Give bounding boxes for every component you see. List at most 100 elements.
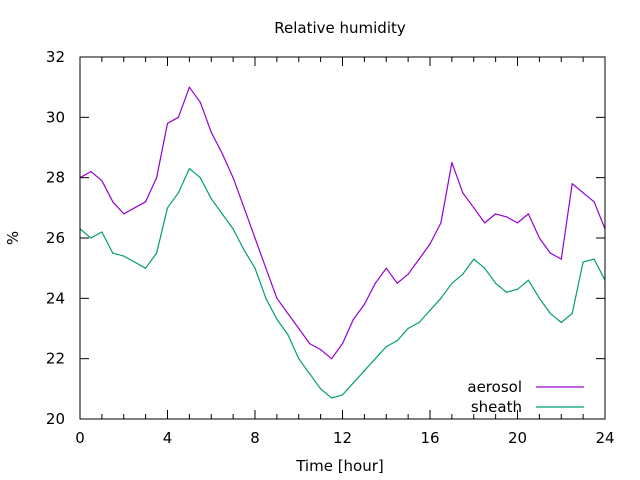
data-point-sheath (571, 312, 573, 314)
data-point-aerosol (407, 273, 409, 275)
data-point-aerosol (429, 243, 431, 245)
chart-title: Relative humidity (274, 19, 406, 37)
series-line-aerosol (79, 86, 606, 360)
x-tick-label: 24 (595, 429, 614, 447)
data-point-sheath (232, 228, 234, 230)
data-point-sheath (462, 273, 464, 275)
data-point-aerosol (101, 180, 103, 182)
x-tick-label: 12 (333, 429, 352, 447)
data-point-sheath (123, 255, 125, 257)
data-point-aerosol (309, 343, 311, 345)
data-point-sheath (549, 312, 551, 314)
data-point-sheath (210, 198, 212, 200)
data-point-sheath (582, 261, 584, 263)
data-point-sheath (341, 394, 344, 396)
data-point-aerosol (243, 207, 245, 209)
data-point-sheath (374, 358, 376, 360)
data-point-aerosol (418, 258, 420, 260)
data-point-aerosol (177, 116, 179, 118)
data-point-sheath (331, 397, 333, 399)
data-point-sheath (243, 249, 245, 251)
data-point-sheath (177, 192, 179, 194)
legend-label-aerosol: aerosol (467, 378, 522, 396)
data-point-aerosol (363, 303, 365, 305)
data-point-aerosol (549, 252, 551, 254)
data-point-sheath (429, 309, 431, 311)
data-point-sheath (254, 267, 256, 269)
data-point-sheath (166, 207, 169, 209)
data-point-sheath (495, 282, 497, 284)
data-point-aerosol (123, 213, 125, 215)
data-point-sheath (221, 213, 223, 215)
data-point-aerosol (374, 282, 376, 284)
x-tick-label: 8 (250, 429, 260, 447)
data-point-sheath (506, 291, 508, 293)
x-tick-label: 20 (508, 429, 527, 447)
data-point-aerosol (352, 318, 354, 320)
y-tick-label: 24 (46, 289, 65, 307)
data-point-aerosol (287, 312, 289, 314)
data-point-aerosol (506, 216, 508, 218)
legend-label-sheath: sheath (471, 398, 522, 416)
data-point-sheath (473, 258, 475, 260)
series-line-sheath (79, 168, 606, 399)
data-point-aerosol (112, 201, 114, 203)
data-point-aerosol (145, 201, 147, 203)
data-point-aerosol (232, 177, 234, 179)
data-point-aerosol (276, 297, 278, 299)
data-point-aerosol (298, 327, 300, 330)
x-tick-label: 16 (420, 429, 439, 447)
y-tick-label: 30 (46, 108, 65, 126)
data-point-sheath (134, 261, 136, 263)
y-tick-label: 28 (46, 169, 65, 187)
x-tick-label: 0 (75, 429, 85, 447)
data-point-sheath (188, 168, 190, 170)
data-point-aerosol (571, 183, 573, 185)
data-point-aerosol (396, 282, 398, 284)
data-point-aerosol (156, 177, 158, 179)
data-point-aerosol (451, 162, 453, 164)
data-point-sheath (309, 373, 311, 375)
data-point-sheath (363, 370, 365, 372)
data-point-aerosol (134, 207, 136, 209)
data-point-sheath (527, 279, 530, 281)
data-point-sheath (298, 358, 300, 360)
data-point-aerosol (440, 222, 442, 224)
data-point-aerosol (593, 201, 595, 203)
data-point-sheath (538, 297, 541, 299)
data-point-aerosol (527, 213, 530, 215)
data-point-sheath (265, 297, 267, 299)
data-point-aerosol (331, 358, 333, 360)
series-layer (79, 86, 606, 399)
x-axis-label: Time [hour] (295, 457, 384, 475)
data-point-sheath (451, 282, 453, 284)
data-point-aerosol (210, 131, 212, 133)
data-point-sheath (407, 327, 409, 330)
data-point-sheath (112, 252, 114, 254)
data-point-sheath (101, 231, 103, 233)
x-tick-label: 4 (163, 429, 173, 447)
data-point-sheath (418, 321, 420, 324)
y-tick-label: 22 (46, 350, 65, 368)
data-point-aerosol (385, 267, 387, 269)
data-point-aerosol (320, 349, 322, 351)
data-point-sheath (593, 258, 595, 260)
y-tick-label: 32 (46, 48, 65, 66)
data-point-aerosol (516, 222, 519, 224)
y-tick-label: 26 (46, 229, 65, 247)
data-point-sheath (90, 237, 92, 239)
data-point-aerosol (188, 86, 190, 88)
legend: aerosol sheath (467, 378, 584, 416)
data-point-aerosol (265, 267, 267, 269)
data-point-sheath (440, 297, 442, 299)
data-point-aerosol (484, 222, 486, 224)
data-point-aerosol (473, 207, 475, 209)
data-point-aerosol (254, 237, 256, 239)
data-point-aerosol (221, 152, 223, 155)
data-point-sheath (396, 340, 398, 342)
data-point-aerosol (166, 122, 169, 124)
data-point-sheath (484, 267, 486, 269)
y-axis-label: % (4, 231, 22, 245)
data-point-sheath (199, 177, 201, 179)
